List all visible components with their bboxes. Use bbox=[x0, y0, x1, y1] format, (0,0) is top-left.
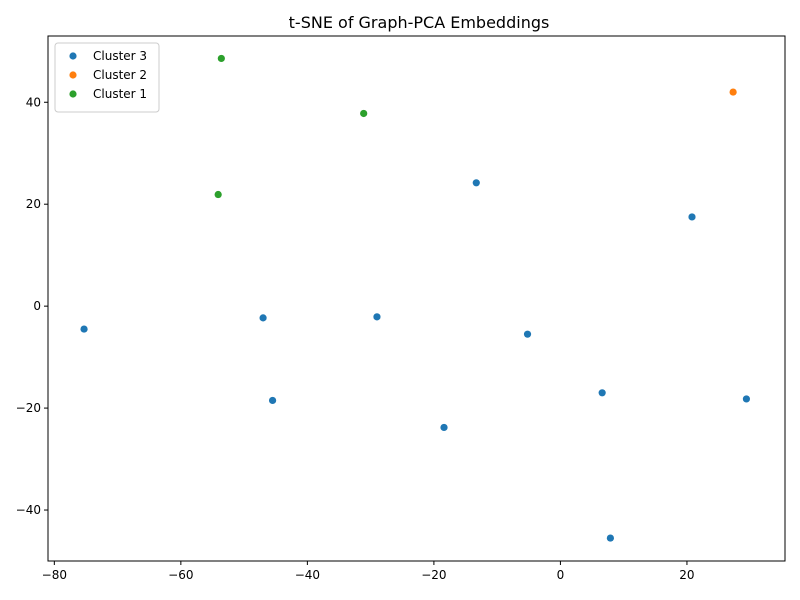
points-layer bbox=[80, 54, 751, 542]
plot-area bbox=[48, 36, 785, 561]
data-point-cluster-1-1 bbox=[360, 109, 368, 118]
y-tick-label: 40 bbox=[26, 95, 41, 109]
axes-frame bbox=[47, 35, 786, 562]
x-tick-label: −80 bbox=[42, 568, 67, 582]
x-tick-label: −20 bbox=[421, 568, 446, 582]
x-tick-label: 0 bbox=[557, 568, 565, 582]
data-point-cluster-3-1 bbox=[259, 314, 267, 322]
data-point-cluster-3-2 bbox=[268, 396, 277, 405]
plot-background bbox=[48, 36, 785, 561]
legend-label: Cluster 1 bbox=[93, 87, 147, 101]
data-point-cluster-1-0 bbox=[217, 54, 225, 63]
data-point-cluster-3-3 bbox=[373, 313, 381, 321]
data-point-cluster-3-10 bbox=[742, 395, 751, 403]
legend-box bbox=[54, 42, 160, 113]
legend-marker bbox=[69, 71, 77, 79]
data-point-cluster-3-6 bbox=[523, 330, 532, 338]
chart-title: t-SNE of Graph-PCA Embeddings bbox=[289, 13, 550, 32]
data-point-cluster-3-0 bbox=[80, 325, 88, 333]
data-point-cluster-3-5 bbox=[472, 179, 480, 187]
legend-marker bbox=[69, 90, 77, 98]
legend-label: Cluster 2 bbox=[93, 68, 147, 82]
legend-label: Cluster 3 bbox=[93, 49, 147, 63]
legend-marker bbox=[69, 52, 77, 60]
data-point-cluster-3-4 bbox=[440, 423, 448, 432]
y-tick-label: 0 bbox=[33, 299, 41, 313]
y-tick-label: −20 bbox=[16, 401, 41, 415]
axes-layer: −80 −60 −40 −20 0 20 −40 −20 0 20 40 bbox=[16, 35, 786, 582]
y-tick-label: −40 bbox=[16, 503, 41, 517]
x-tick-label: −60 bbox=[168, 568, 193, 582]
data-point-cluster-3-9 bbox=[688, 213, 696, 221]
data-point-cluster-1-2 bbox=[214, 190, 222, 199]
legend: Cluster 3 Cluster 2 Cluster 1 bbox=[54, 42, 160, 113]
data-point-cluster-2-0 bbox=[729, 88, 737, 96]
data-point-cluster-3-8 bbox=[606, 534, 614, 542]
data-point-cluster-3-7 bbox=[598, 389, 606, 397]
y-tick-label: 20 bbox=[26, 197, 41, 211]
x-tick-label: 20 bbox=[679, 568, 694, 582]
x-tick-label: −40 bbox=[295, 568, 320, 582]
